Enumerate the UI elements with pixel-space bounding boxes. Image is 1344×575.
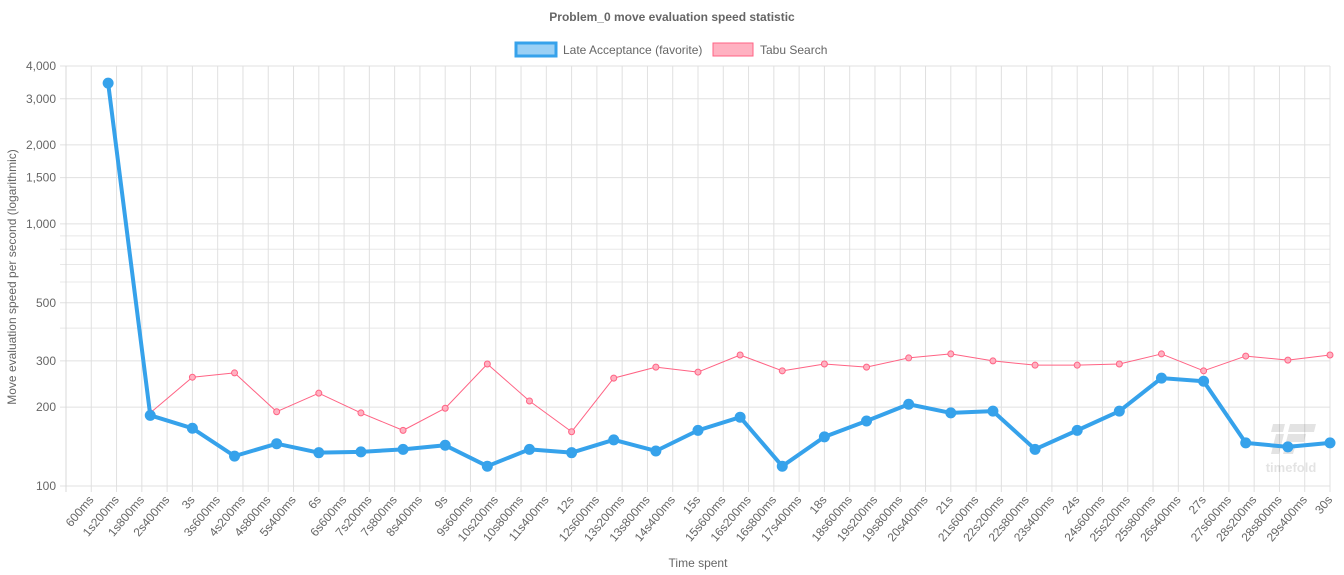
data-point: [229, 450, 241, 462]
data-point: [905, 354, 913, 362]
data-point: [1029, 443, 1041, 455]
data-point: [903, 398, 915, 410]
data-point: [694, 368, 702, 376]
y-tick-label: 500: [36, 296, 56, 310]
legend-swatch: [712, 42, 754, 57]
data-point: [357, 409, 365, 417]
data-point: [188, 373, 196, 381]
series-line: [106, 82, 1331, 469]
data-point: [1200, 367, 1208, 375]
data-point: [525, 397, 533, 405]
data-point: [818, 431, 830, 443]
legend-swatch: [514, 41, 558, 58]
data-point: [271, 438, 283, 450]
x-tick-label: 30s: [1312, 493, 1335, 517]
legend: Late Acceptance (favorite) Tabu Search: [514, 41, 827, 58]
data-point: [1240, 437, 1252, 449]
y-tick-label: 2,000: [26, 138, 56, 152]
data-point: [397, 443, 409, 455]
y-tick-label: 200: [36, 400, 56, 414]
data-point: [945, 407, 957, 419]
data-point: [650, 445, 662, 457]
x-tick-label: 3s: [179, 493, 198, 512]
data-point: [315, 389, 323, 397]
y-tick-label: 1,000: [26, 217, 56, 231]
data-point: [481, 460, 493, 472]
data-point: [523, 443, 535, 455]
y-tick-label: 4,000: [26, 59, 56, 73]
data-point: [610, 374, 618, 382]
data-point: [355, 446, 367, 458]
data-point: [1155, 372, 1167, 384]
series-tabu-search: [104, 78, 1334, 436]
y-tick-label: 300: [36, 354, 56, 368]
series-line: [107, 81, 1331, 433]
y-tick-label: 100: [36, 479, 56, 493]
data-point: [144, 409, 156, 421]
legend-label: Late Acceptance (favorite): [563, 43, 702, 57]
data-point: [231, 369, 239, 377]
data-point: [483, 360, 491, 368]
data-point: [568, 428, 576, 436]
data-point: [1031, 361, 1039, 369]
data-point: [736, 351, 744, 359]
x-tick-label: 9s: [432, 493, 451, 512]
y-axis: 100 200 300 500 1,000 1,500 2,000 3,000 4,000: [26, 59, 56, 493]
data-point: [692, 424, 704, 436]
data-point: [1073, 361, 1081, 369]
data-point: [652, 363, 660, 371]
data-point: [399, 426, 407, 434]
data-point: [1324, 437, 1336, 449]
y-tick-label: 1,500: [26, 171, 56, 185]
data-point: [776, 460, 788, 472]
svg-text:timefold: timefold: [1266, 460, 1317, 475]
data-point: [273, 408, 281, 416]
data-point: [186, 422, 198, 434]
data-point: [947, 350, 955, 358]
data-point: [1326, 351, 1334, 359]
data-point: [1242, 352, 1250, 360]
data-point: [102, 77, 114, 89]
data-point: [439, 439, 451, 451]
legend-item[interactable]: Tabu Search: [712, 42, 827, 57]
series-layer: [102, 77, 1336, 472]
data-point: [861, 415, 873, 427]
data-point: [1113, 405, 1125, 417]
series-late-acceptance-favorite: [102, 77, 1336, 472]
data-point: [441, 404, 449, 412]
data-point: [820, 360, 828, 368]
y-tick-label: 3,000: [26, 92, 56, 106]
x-tick-label: 6s: [305, 493, 324, 512]
data-point: [987, 405, 999, 417]
data-point: [863, 363, 871, 371]
data-point: [566, 447, 578, 459]
data-point: [1157, 350, 1165, 358]
legend-item[interactable]: Late Acceptance (favorite): [514, 41, 702, 58]
chart-title: Problem_0 move evaluation speed statisti…: [549, 10, 795, 24]
timefold-logo-watermark: timefold: [1266, 424, 1317, 475]
data-point: [1282, 441, 1294, 453]
data-point: [1198, 375, 1210, 387]
data-point: [989, 357, 997, 365]
y-axis-title: Move evaluation speed per second (logari…: [5, 149, 19, 404]
x-axis-title: Time spent: [669, 556, 729, 570]
data-point: [1284, 356, 1292, 364]
legend-label: Tabu Search: [760, 43, 827, 57]
data-point: [1115, 360, 1123, 368]
data-point: [778, 367, 786, 375]
grid: [60, 65, 1331, 492]
data-point: [313, 447, 325, 459]
data-point: [734, 411, 746, 423]
data-point: [1071, 424, 1083, 436]
data-point: [608, 434, 620, 446]
